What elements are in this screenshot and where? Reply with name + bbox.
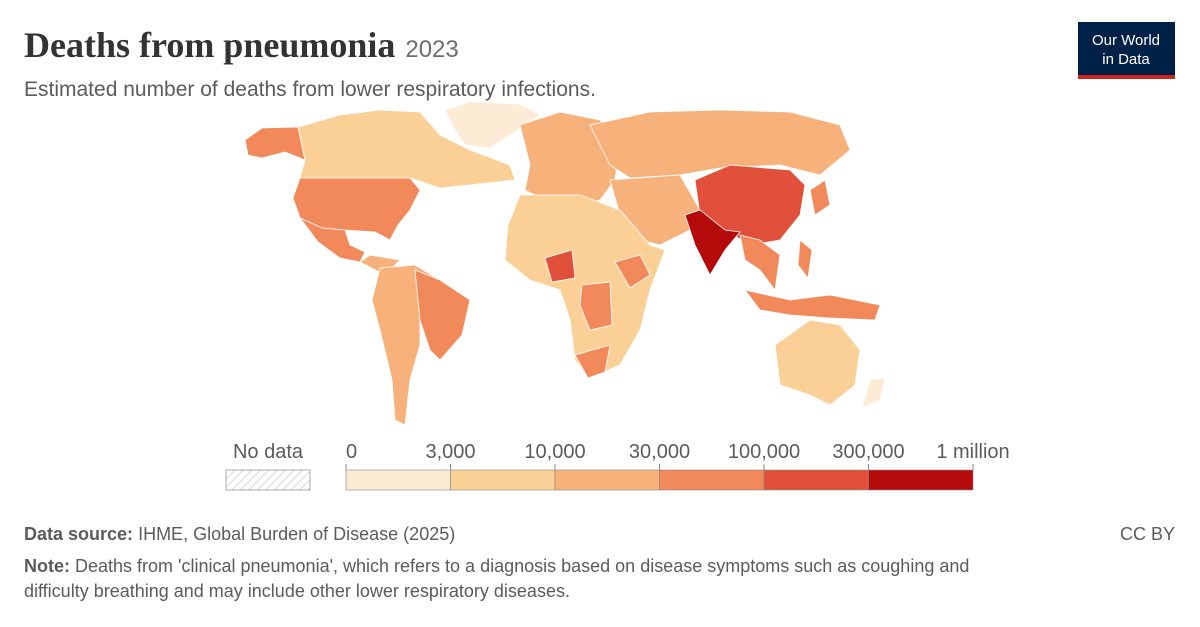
country — [684, 209, 741, 276]
country — [774, 319, 861, 406]
title-year: 2023 — [405, 36, 458, 63]
country — [574, 344, 611, 379]
legend: No data 0 3,000 10,000 30,000 100,000 300,000… — [225, 441, 1010, 491]
title: Deaths from pneumonia 2023 — [24, 25, 459, 65]
title-text: Deaths from pneumonia — [24, 25, 395, 65]
country — [414, 269, 471, 361]
country — [744, 289, 881, 321]
legend-tick-label: 300,000 — [832, 441, 904, 463]
note-line: difficulty breathing and may include oth… — [24, 581, 570, 601]
country — [299, 217, 366, 263]
legend-tick-label: 10,000 — [524, 441, 585, 463]
country — [861, 377, 886, 409]
country — [589, 109, 851, 179]
country — [797, 239, 813, 279]
country — [244, 126, 306, 161]
legend-bin — [345, 469, 451, 491]
legend-bin — [554, 469, 660, 491]
logo-text: in Data — [1102, 51, 1150, 68]
subtitle: Estimated number of deaths from lower re… — [24, 78, 596, 101]
legend-tick-label: 30,000 — [629, 441, 690, 463]
legend-bin — [868, 469, 974, 491]
logo-bar — [1078, 75, 1175, 79]
legend-tick-label: 100,000 — [728, 441, 800, 463]
country — [614, 254, 651, 289]
no-data-swatch — [225, 469, 311, 491]
source-label: Data source: — [24, 524, 133, 544]
legend-tick-label: 1 million — [936, 441, 1009, 463]
legend-bin — [763, 469, 869, 491]
note-text: Deaths from 'clinical pneumonia', which … — [75, 556, 969, 576]
country — [739, 234, 781, 292]
no-data-label: No data — [233, 441, 304, 463]
legend-tick-label: 0 — [346, 441, 357, 463]
source: Data source: IHME, Global Burden of Dise… — [24, 524, 455, 544]
legend-bin — [659, 469, 765, 491]
country — [544, 249, 576, 283]
legend-tick-label: 3,000 — [425, 441, 475, 463]
note: Note: Deaths from 'clinical pneumonia', … — [24, 556, 969, 576]
country — [579, 281, 613, 331]
legend-bin — [450, 469, 556, 491]
country — [444, 101, 541, 149]
logo-text: Our World — [1092, 32, 1160, 49]
source-text: IHME, Global Burden of Disease (2025) — [138, 524, 455, 544]
logo: Our World in Data — [1078, 22, 1175, 79]
country — [809, 179, 831, 216]
country — [292, 177, 421, 241]
logo-box — [1078, 22, 1175, 75]
license: CC BY — [1120, 524, 1175, 544]
note-label: Note: — [24, 556, 70, 576]
world-map — [244, 101, 886, 426]
